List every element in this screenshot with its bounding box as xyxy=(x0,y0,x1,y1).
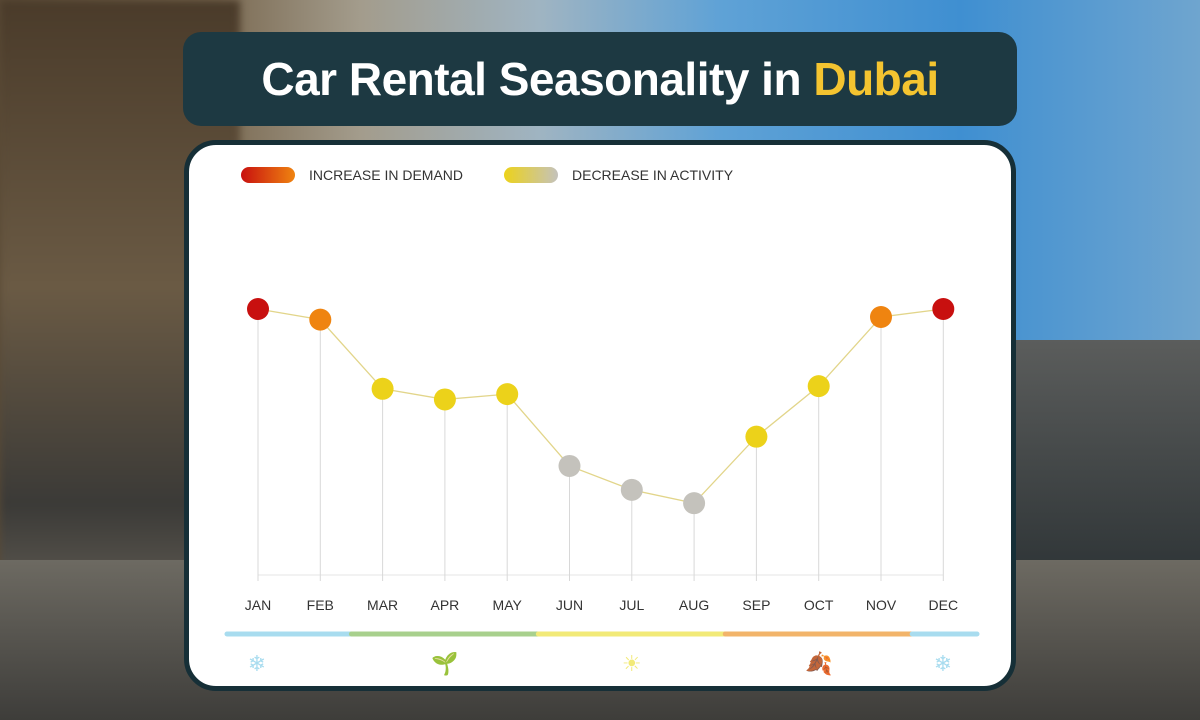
sprout-icon: 🌱 xyxy=(431,651,458,677)
snowflake-icon: ❄ xyxy=(934,652,952,677)
x-tick-label: JUN xyxy=(556,597,583,613)
legend-swatch xyxy=(504,167,558,183)
x-tick-label: FEB xyxy=(307,597,334,613)
data-point-may xyxy=(496,383,519,406)
data-point-dec xyxy=(932,298,955,320)
data-point-nov xyxy=(870,305,892,328)
data-point-apr xyxy=(433,388,456,411)
leaf-icon: 🍂 xyxy=(805,651,832,677)
x-tick-label: APR xyxy=(431,597,460,613)
x-tick-label: JUL xyxy=(619,597,644,613)
data-point-jan xyxy=(247,298,269,320)
x-tick-label: DEC xyxy=(929,597,959,613)
data-point-jun xyxy=(558,454,581,477)
legend-item-increase: INCREASE IN DEMAND xyxy=(241,167,463,183)
legend-label: DECREASE IN ACTIVITY xyxy=(572,167,734,183)
data-point-aug xyxy=(683,492,706,515)
x-tick-label: OCT xyxy=(804,597,834,613)
data-point-jul xyxy=(620,478,643,501)
legend-label: INCREASE IN DEMAND xyxy=(309,167,464,183)
page-title: Car Rental Seasonality in Dubai xyxy=(261,52,939,106)
data-point-feb xyxy=(309,308,332,331)
x-tick-label: MAY xyxy=(493,597,523,613)
title-banner: Car Rental Seasonality in Dubai xyxy=(183,32,1017,126)
x-tick-label: JAN xyxy=(245,597,271,613)
title-highlight: Dubai xyxy=(813,53,939,105)
data-point-mar xyxy=(371,377,394,400)
snowflake-icon: ❄ xyxy=(248,652,266,677)
legend-swatch xyxy=(241,167,295,183)
title-text: Car Rental Seasonality in xyxy=(261,53,814,105)
x-tick-label: AUG xyxy=(679,597,709,613)
background-building xyxy=(1000,340,1200,580)
x-tick-label: SEP xyxy=(742,597,770,613)
data-point-oct xyxy=(807,375,830,398)
sun-icon: ☀ xyxy=(622,652,642,677)
data-point-sep xyxy=(745,425,768,448)
x-tick-label: MAR xyxy=(367,597,398,613)
x-tick-label: NOV xyxy=(866,597,897,613)
series-line xyxy=(257,308,944,504)
chart-card xyxy=(184,140,1016,691)
legend-item-decrease: DECREASE IN ACTIVITY xyxy=(504,167,733,183)
